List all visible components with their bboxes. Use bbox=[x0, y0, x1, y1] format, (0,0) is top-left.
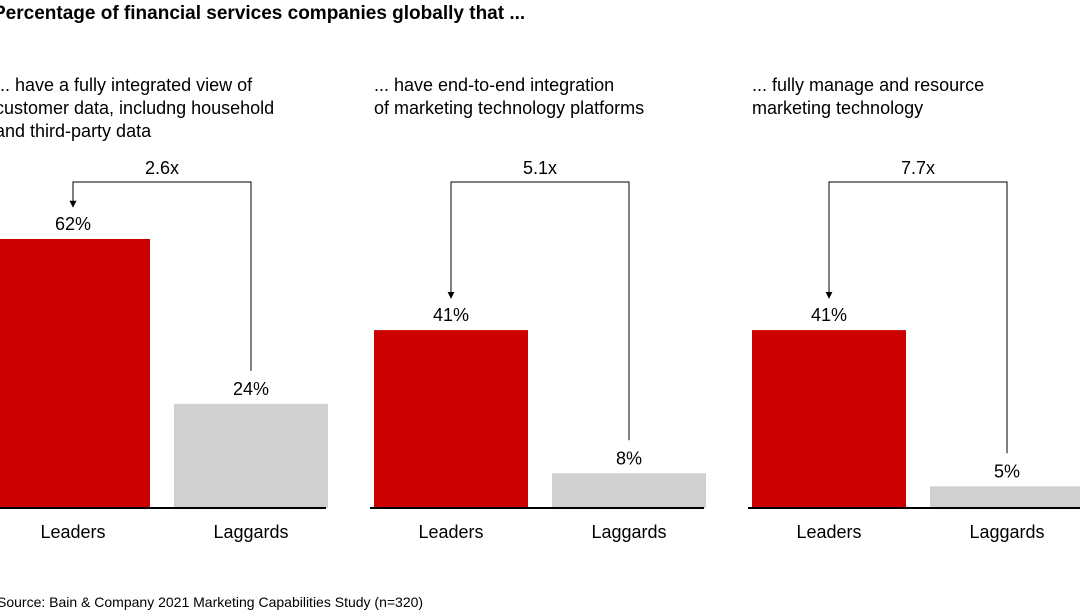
panel-subtitle-2: ... have end-to-end integration of marke… bbox=[374, 75, 645, 118]
multiplier-label-3: 7.7x bbox=[901, 158, 935, 178]
source-note: Source: Bain & Company 2021 Marketing Ca… bbox=[0, 594, 424, 610]
category-label-leaders-1: Leaders bbox=[40, 522, 105, 542]
category-label-leaders-2: Leaders bbox=[418, 522, 483, 542]
category-label-leaders-3: Leaders bbox=[796, 522, 861, 542]
data-label-leaders-3: 41% bbox=[811, 305, 847, 325]
chart-title: Percentage of financial services compani… bbox=[0, 3, 526, 24]
multiplier-label-2: 5.1x bbox=[523, 158, 557, 178]
bar-laggards-3 bbox=[930, 486, 1080, 508]
data-label-leaders-2: 41% bbox=[433, 305, 469, 325]
category-label-laggards-3: Laggards bbox=[969, 522, 1044, 542]
category-label-laggards-2: Laggards bbox=[591, 522, 666, 542]
bar-laggards-1 bbox=[174, 403, 328, 508]
category-label-laggards-1: Laggards bbox=[213, 522, 288, 542]
data-label-leaders-1: 62% bbox=[55, 214, 91, 234]
panel-subtitle-1: ... have a fully integrated view of cust… bbox=[0, 75, 275, 141]
bar-laggards-2 bbox=[552, 473, 706, 508]
bar-leaders-3 bbox=[752, 330, 906, 508]
multiplier-bracket-2 bbox=[447, 181, 630, 441]
multiplier-bracket-3 bbox=[825, 181, 1008, 454]
data-label-laggards-3: 5% bbox=[994, 461, 1020, 481]
bar-leaders-2 bbox=[374, 330, 528, 508]
data-label-laggards-1: 24% bbox=[233, 379, 269, 399]
multiplier-bracket-1 bbox=[69, 181, 252, 371]
panel-subtitle-3: ... fully manage and resource marketing … bbox=[752, 75, 985, 118]
multiplier-label-1: 2.6x bbox=[145, 158, 179, 178]
data-label-laggards-2: 8% bbox=[616, 448, 642, 468]
bar-leaders-1 bbox=[0, 239, 150, 508]
